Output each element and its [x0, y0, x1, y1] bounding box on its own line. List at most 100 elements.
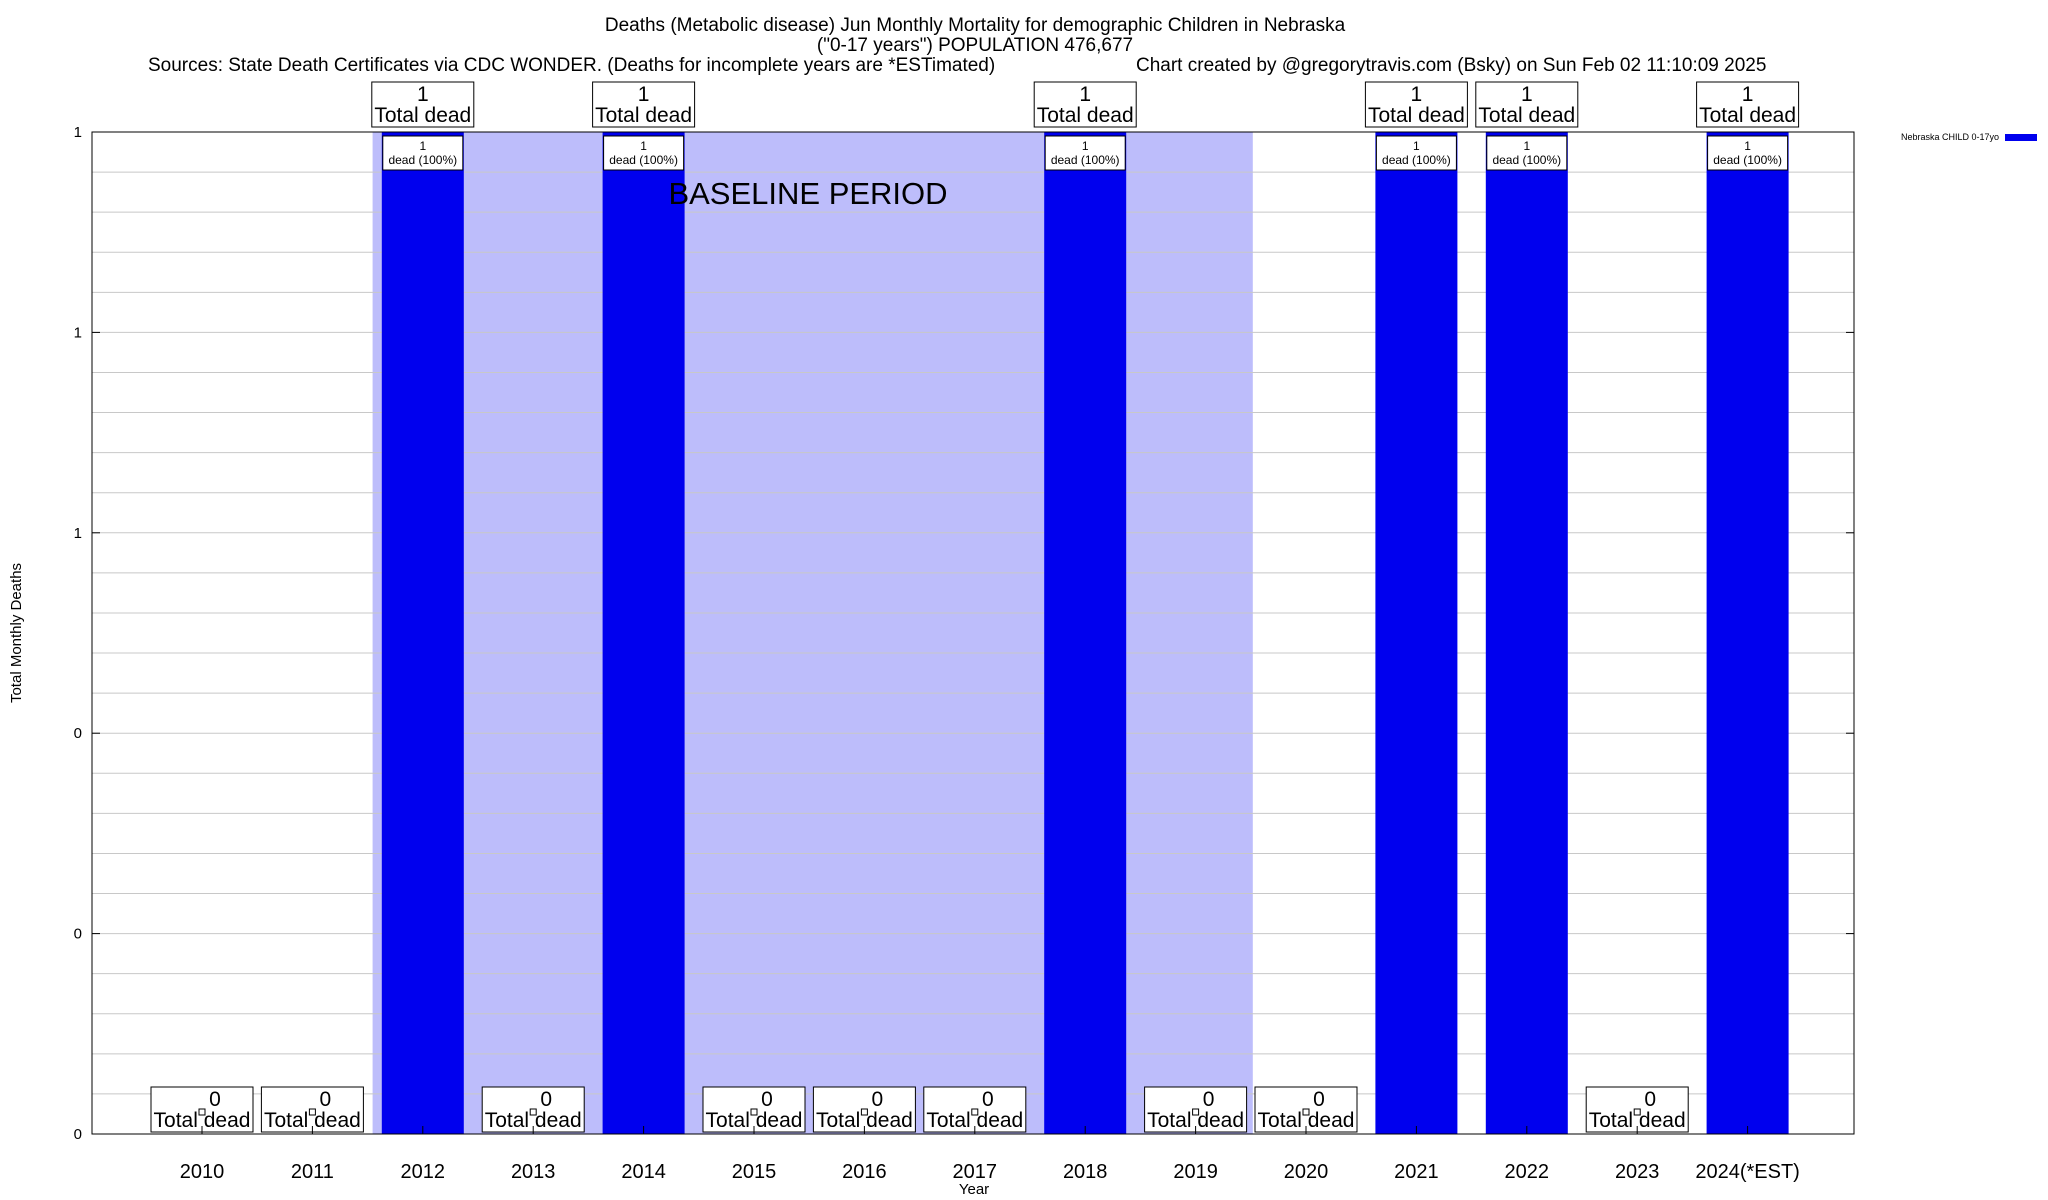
total-box: [592, 81, 696, 128]
y-tick-label: 0: [74, 725, 82, 742]
bar: [1485, 132, 1568, 1134]
bar-label-box: [603, 135, 685, 171]
total-value: 0: [982, 1088, 994, 1111]
bar-label-box: [1375, 135, 1457, 171]
total-value: 0: [209, 1088, 221, 1111]
x-tick-label: 2016: [842, 1161, 887, 1183]
y-axis-label: Total Monthly Deaths: [8, 563, 25, 703]
bar: [602, 132, 685, 1134]
chart-title-line-2: ("0-17 years") POPULATION 476,677: [817, 35, 1133, 56]
total-label: Total dead: [1368, 104, 1465, 127]
bar-label-value: 1: [1082, 139, 1089, 153]
x-tick-label: 2010: [180, 1161, 225, 1183]
total-label: Total dead: [816, 1109, 913, 1132]
bar-label-value: 1: [640, 139, 647, 153]
total-value: 1: [638, 83, 650, 106]
total-value: 1: [417, 83, 429, 106]
bar-label-box: [382, 135, 464, 171]
plot-frame: [91, 131, 1855, 1135]
bar-label-percent: dead (100%): [1492, 153, 1561, 167]
chart-title-line-1: Deaths (Metabolic disease) Jun Monthly M…: [605, 15, 1346, 36]
zero-marker: [308, 1108, 316, 1116]
legend-swatch: [2005, 134, 2037, 141]
x-tick-label: 2012: [401, 1161, 446, 1183]
total-value: 0: [1203, 1088, 1215, 1111]
bars-layer: [381, 132, 1789, 1134]
bar-label-value: 1: [419, 139, 426, 153]
x-tick-label: 2015: [732, 1161, 777, 1183]
baseline-period-label: BASELINE PERIOD: [668, 176, 947, 211]
x-axis-label: Year: [959, 1181, 989, 1198]
total-box: [1696, 81, 1800, 128]
total-label: Total dead: [1258, 1109, 1355, 1132]
chart-subtitle-sources: Sources: State Death Certificates via CD…: [148, 55, 995, 76]
x-tick-label: 2011: [291, 1161, 334, 1183]
x-tick-label: 2019: [1173, 1161, 1218, 1183]
y-tick-label: 1: [74, 124, 82, 141]
bar-label-box: [1486, 135, 1568, 171]
y-tick-label: 1: [74, 525, 82, 542]
y-tick-label: 0: [74, 1126, 82, 1143]
zero-marker: [1302, 1108, 1310, 1116]
total-label: Total dead: [595, 104, 692, 127]
x-tick-label: 2023: [1615, 1161, 1660, 1183]
total-box: [1475, 81, 1579, 128]
total-value: 0: [540, 1088, 552, 1111]
x-tick-label: 2014: [621, 1161, 666, 1183]
x-tick-label: 2024(*EST): [1695, 1161, 1800, 1183]
zero-marker: [1192, 1108, 1200, 1116]
total-label: Total dead: [926, 1109, 1023, 1132]
total-box: [1364, 81, 1468, 128]
total-value: 1: [1079, 83, 1091, 106]
total-label: Total dead: [1147, 1109, 1244, 1132]
x-tick-label: 2017: [953, 1161, 998, 1183]
x-tick-label: 2020: [1284, 1161, 1329, 1183]
zero-marker: [198, 1108, 206, 1116]
legend-label: Nebraska CHILD 0-17yo: [1901, 132, 1999, 142]
bar-label-percent: dead (100%): [1713, 153, 1782, 167]
total-label: Total dead: [1478, 104, 1575, 127]
total-value: 0: [1644, 1088, 1656, 1111]
zero-marker: [529, 1108, 537, 1116]
bar-label-percent: dead (100%): [1382, 153, 1451, 167]
total-value: 1: [1742, 83, 1754, 106]
total-label: Total dead: [706, 1109, 803, 1132]
x-tick-label: 2021: [1394, 1161, 1439, 1183]
total-label: Total dead: [154, 1109, 251, 1132]
bar-label-value: 1: [1523, 139, 1530, 153]
legend: Nebraska CHILD 0-17yo: [1901, 132, 2037, 142]
chart-subtitle-credit: Chart created by @gregorytravis.com (Bsk…: [1136, 55, 1766, 76]
x-tick-label: 2022: [1505, 1161, 1550, 1183]
bar-label-value: 1: [1744, 139, 1751, 153]
total-label: Total dead: [1699, 104, 1796, 127]
total-label: Total dead: [485, 1109, 582, 1132]
bar-label-box: [1044, 135, 1126, 171]
bar: [1375, 132, 1458, 1134]
total-label: Total dead: [264, 1109, 361, 1132]
zero-marker: [860, 1108, 868, 1116]
bar: [1706, 132, 1789, 1134]
total-value: 0: [1313, 1088, 1325, 1111]
zero-marker: [971, 1108, 979, 1116]
bar-label-percent: dead (100%): [1051, 153, 1120, 167]
total-label: Total dead: [374, 104, 471, 127]
bar: [381, 132, 464, 1134]
bar-label-percent: dead (100%): [609, 153, 678, 167]
bar-label-value: 1: [1413, 139, 1420, 153]
total-value: 0: [872, 1088, 884, 1111]
zero-marker: [750, 1108, 758, 1116]
total-value: 0: [320, 1088, 332, 1111]
total-label: Total dead: [1037, 104, 1134, 127]
x-tick-label: 2018: [1063, 1161, 1108, 1183]
y-tick-label: 0: [74, 926, 82, 943]
zero-marker: [1633, 1108, 1641, 1116]
total-box: [1033, 81, 1137, 128]
bar-label-percent: dead (100%): [388, 153, 457, 167]
x-tick-label: 2013: [511, 1161, 556, 1183]
bar: [1044, 132, 1127, 1134]
bar-label-box: [1707, 135, 1789, 171]
total-value: 1: [1521, 83, 1533, 106]
y-tick-label: 1: [74, 324, 82, 341]
